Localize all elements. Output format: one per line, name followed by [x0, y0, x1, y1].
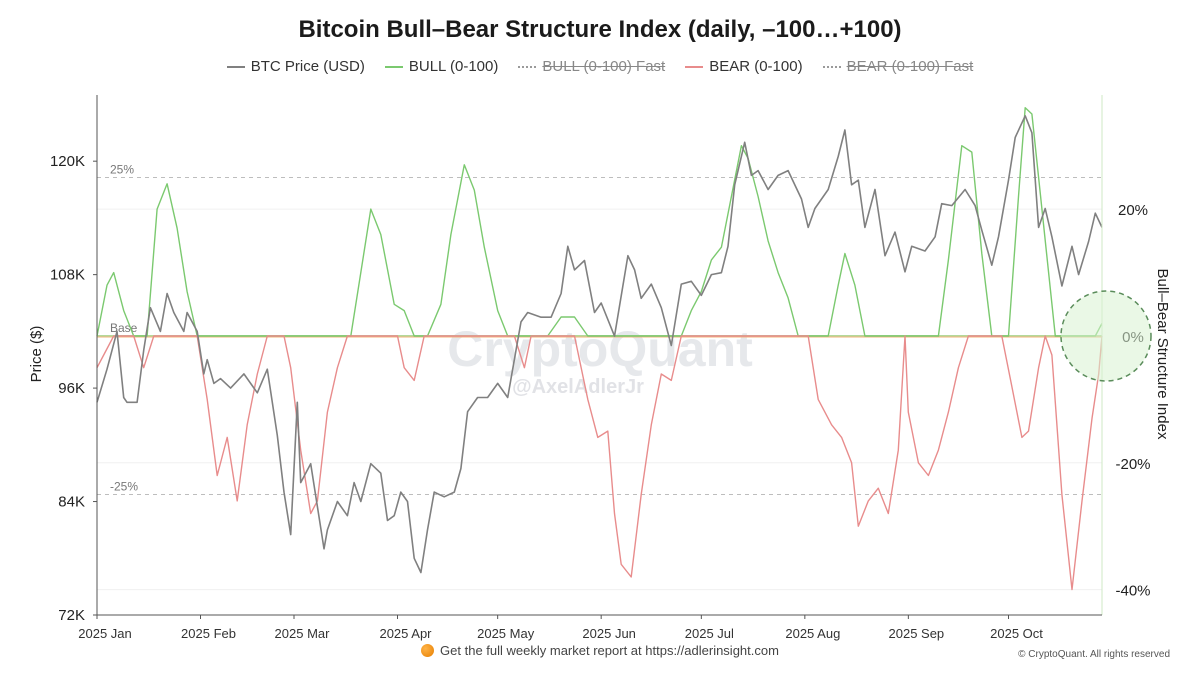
y-right-tick-label: -20% — [1115, 456, 1150, 473]
legend-swatch-bull-fast — [518, 65, 537, 68]
legend-label-bull: BULL (0-100) — [408, 58, 499, 75]
x-tick-label: 2025 Oct — [990, 626, 1043, 641]
watermark: CryptoQuant — [447, 321, 753, 377]
x-tick-label: 2025 Sep — [889, 626, 945, 641]
y-left-axis-label: Price ($) — [28, 326, 45, 383]
legend-swatch-bear-fast — [822, 65, 841, 68]
legend-swatch-price — [226, 65, 245, 68]
footer-link[interactable]: https://adlerinsight.com — [645, 643, 779, 658]
legend-item-bull-fast[interactable]: BULL (0-100) Fast — [518, 58, 665, 75]
legend-label-bear: BEAR (0-100) — [709, 58, 803, 75]
x-tick-label: 2025 Apr — [379, 626, 432, 641]
legend-label-bear-fast: BEAR (0-100) Fast — [846, 58, 974, 75]
legend: BTC Price (USD) BULL (0-100) BULL (0-100… — [0, 58, 1200, 75]
x-tick-label: 2025 Mar — [275, 626, 331, 641]
watermark-handle: @AxelAdlerJr — [512, 376, 644, 398]
footer-text: Get the full weekly market report at — [440, 643, 642, 658]
legend-label-price: BTC Price (USD) — [250, 58, 365, 75]
legend-item-bear-fast[interactable]: BEAR (0-100) Fast — [822, 58, 974, 75]
footer-note: Get the full weekly market report at htt… — [0, 643, 1200, 658]
copyright: © CryptoQuant. All rights reserved — [1018, 649, 1170, 660]
y-left-tick-label: 72K — [58, 607, 85, 624]
reference-line-label: -25% — [110, 480, 138, 494]
x-tick-label: 2025 Aug — [785, 626, 840, 641]
y-left-tick-label: 120K — [50, 153, 85, 170]
y-right-tick-label: -40% — [1115, 583, 1150, 600]
chart-title: Bitcoin Bull–Bear Structure Index (daily… — [298, 16, 902, 43]
y-left-tick-label: 84K — [58, 494, 85, 511]
x-tick-label: 2025 Jul — [685, 626, 734, 641]
x-tick-label: 2025 May — [477, 626, 535, 641]
bear-series-line — [96, 335, 1103, 591]
report-icon — [421, 644, 435, 657]
legend-swatch-bull — [384, 65, 403, 68]
legend-item-price[interactable]: BTC Price (USD) — [226, 58, 365, 75]
legend-item-bear[interactable]: BEAR (0-100) — [685, 58, 803, 75]
highlight-circle — [1060, 290, 1152, 382]
series-layer — [96, 106, 1103, 591]
legend-label-bull-fast: BULL (0-100) Fast — [542, 58, 666, 75]
y-right-tick-label: 20% — [1118, 202, 1148, 219]
x-tick-label: 2025 Jan — [78, 626, 132, 641]
legend-swatch-bear — [685, 65, 704, 68]
legend-item-bull[interactable]: BULL (0-100) — [384, 58, 499, 75]
price-series-line — [96, 115, 1103, 574]
reference-line-label: 25% — [110, 162, 134, 176]
x-tick-label: 2025 Feb — [181, 626, 236, 641]
y-right-axis-label: Bull–Bear Structure Index — [1154, 269, 1171, 440]
y-left-tick-label: 96K — [58, 380, 85, 397]
bull-series-line — [96, 106, 1103, 337]
reference-line-label: Base — [110, 321, 138, 335]
x-tick-label: 2025 Jun — [582, 626, 636, 641]
y-left-tick-label: 108K — [50, 267, 85, 284]
